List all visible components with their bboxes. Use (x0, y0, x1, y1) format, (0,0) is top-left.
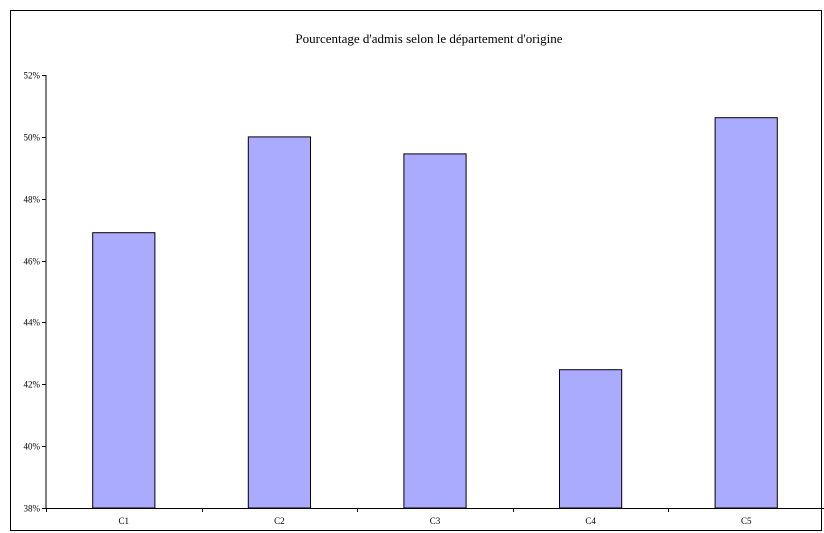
y-axis: 38% 40% 42% 44% 46% 48% 50% 52% (24, 71, 47, 514)
bar-c5 (714, 117, 778, 509)
y-tick-label: 52% (24, 71, 41, 81)
x-axis: C1 C2 C3 C4 C5 (46, 508, 824, 526)
bar-c3 (403, 153, 467, 509)
x-tick-label-c3: C3 (430, 516, 441, 526)
bars (92, 117, 778, 509)
y-tick-label: 42% (24, 380, 41, 390)
y-tick-label: 50% (24, 133, 41, 143)
x-tick-label-c1: C1 (119, 516, 130, 526)
y-tick-label: 40% (24, 442, 41, 452)
y-tick-label: 46% (24, 257, 41, 267)
bar-c2 (247, 136, 312, 509)
x-tick-label-c4: C4 (585, 516, 596, 526)
bar-c4 (559, 369, 623, 509)
y-tick-label: 48% (24, 195, 41, 205)
chart-title: Pourcentage d'admis selon le département… (295, 31, 562, 46)
y-tick-label: 44% (24, 318, 41, 328)
x-tick-label-c2: C2 (274, 516, 285, 526)
y-tick-label: 38% (24, 504, 41, 514)
bar-c1 (92, 232, 156, 509)
x-tick-label-c5: C5 (741, 516, 752, 526)
